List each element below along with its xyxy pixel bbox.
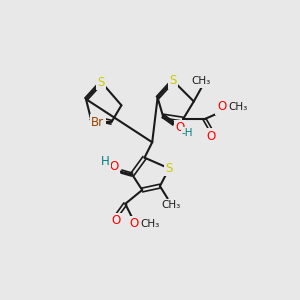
Text: O: O: [206, 130, 215, 142]
Text: O: O: [217, 100, 226, 113]
Text: O: O: [109, 160, 118, 173]
Text: S: S: [166, 162, 173, 175]
Text: CH₃: CH₃: [140, 219, 160, 229]
Text: CH₃: CH₃: [192, 76, 211, 86]
Text: O: O: [111, 214, 121, 227]
Text: H: H: [101, 155, 110, 168]
Text: S: S: [169, 74, 177, 87]
Text: O: O: [130, 218, 139, 230]
Text: -H: -H: [182, 128, 194, 138]
Text: CH₃: CH₃: [161, 200, 180, 210]
Text: S: S: [98, 76, 105, 89]
Text: O: O: [175, 121, 184, 134]
Text: CH₃: CH₃: [228, 102, 247, 112]
Text: Br: Br: [91, 116, 104, 129]
